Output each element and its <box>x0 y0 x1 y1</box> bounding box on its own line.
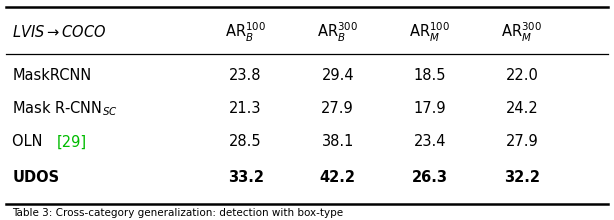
Text: OLN: OLN <box>12 134 47 149</box>
Text: 29.4: 29.4 <box>321 68 354 83</box>
Text: UDOS: UDOS <box>12 170 60 185</box>
Text: 26.3: 26.3 <box>412 170 448 185</box>
Text: 27.9: 27.9 <box>321 101 354 116</box>
Text: MaskRCNN: MaskRCNN <box>12 68 91 83</box>
Text: 38.1: 38.1 <box>322 134 354 149</box>
Text: 23.4: 23.4 <box>414 134 446 149</box>
Text: $\mathrm{AR}_{B}^{300}$: $\mathrm{AR}_{B}^{300}$ <box>317 20 358 44</box>
Text: 21.3: 21.3 <box>230 101 262 116</box>
Text: $\mathrm{AR}_{B}^{100}$: $\mathrm{AR}_{B}^{100}$ <box>225 20 266 44</box>
Text: Table 3: Cross-category generalization: detection with box-type: Table 3: Cross-category generalization: … <box>12 208 343 218</box>
Text: 23.8: 23.8 <box>230 68 262 83</box>
Text: 17.9: 17.9 <box>413 101 446 116</box>
Text: 18.5: 18.5 <box>414 68 446 83</box>
Text: 42.2: 42.2 <box>320 170 356 185</box>
Text: $\mathrm{AR}_{M}^{100}$: $\mathrm{AR}_{M}^{100}$ <box>410 20 450 44</box>
Text: 27.9: 27.9 <box>505 134 538 149</box>
Text: Mask R-CNN$_{\mathit{SC}}$: Mask R-CNN$_{\mathit{SC}}$ <box>12 99 118 118</box>
Text: 33.2: 33.2 <box>228 170 263 185</box>
Text: 22.0: 22.0 <box>505 68 538 83</box>
Text: 28.5: 28.5 <box>229 134 262 149</box>
Text: $\mathrm{AR}_{M}^{300}$: $\mathrm{AR}_{M}^{300}$ <box>502 20 542 44</box>
Text: 32.2: 32.2 <box>504 170 540 185</box>
Text: $\mathit{LVIS}$$\rightarrow$$\mathit{COCO}$: $\mathit{LVIS}$$\rightarrow$$\mathit{COC… <box>12 24 107 40</box>
Text: [29]: [29] <box>56 134 87 149</box>
Text: 24.2: 24.2 <box>505 101 538 116</box>
